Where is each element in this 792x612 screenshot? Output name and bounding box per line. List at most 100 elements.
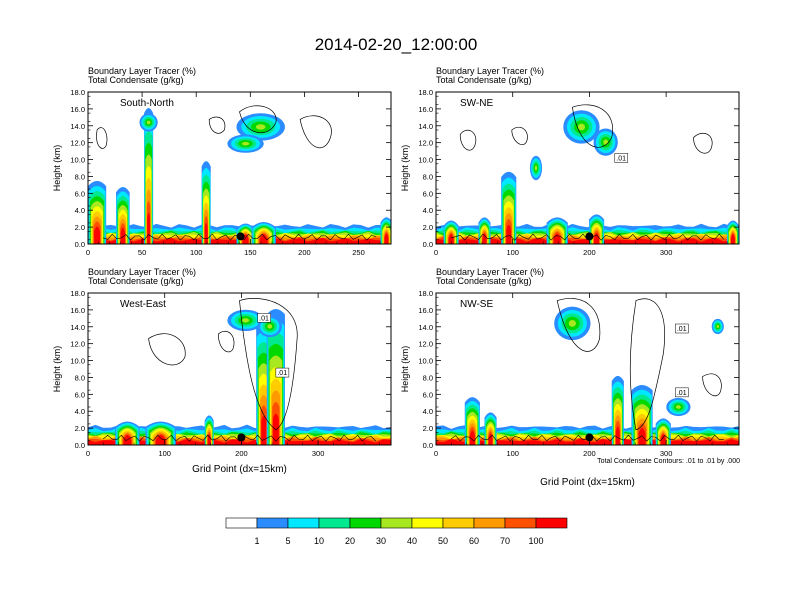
panel-subtitle-2: Total Condensate (g/kg) — [436, 276, 532, 286]
condensate-contour-3 — [572, 104, 614, 148]
y-tick-label: 10.0 — [418, 357, 433, 366]
colorbar-swatch-5 — [349, 517, 382, 529]
y-tick-label: 12.0 — [70, 340, 85, 349]
x-tick-label: 300 — [660, 248, 673, 257]
panel-subtitle-2: Total Condensate (g/kg) — [436, 75, 532, 85]
plot-frame — [435, 91, 740, 245]
y-tick-label: 4.0 — [75, 407, 85, 416]
y-tick-label: 18.0 — [70, 289, 85, 298]
colorbar-swatch-11 — [535, 517, 568, 529]
x-tick-label: 300 — [312, 449, 325, 458]
colorbar-swatch-7 — [411, 517, 444, 529]
location-marker — [237, 433, 246, 442]
panel-plot-area — [88, 293, 391, 445]
plot-frame — [87, 292, 392, 446]
contour-label-box — [675, 387, 689, 398]
y-tick-label: 8.0 — [75, 172, 85, 181]
colorbar-swatch-6 — [380, 517, 413, 529]
tracer-tower-3-level-10 — [147, 212, 151, 244]
x-axis-title: Grid Point (dx=15km) — [192, 464, 287, 475]
tracer-tower-6-level-10 — [730, 233, 735, 244]
y-tick-label: 4.0 — [423, 206, 433, 215]
colorbar-swatch-9 — [473, 517, 506, 529]
colorbar-label: 30 — [376, 536, 386, 546]
tracer-tower-4-level-10 — [638, 428, 646, 445]
y-tick-label: 16.0 — [70, 306, 85, 315]
colorbar-swatch-3 — [287, 517, 320, 529]
contour-label: .01 — [616, 155, 626, 162]
x-tick-label: 300 — [660, 449, 673, 458]
tracer-tower-1-level-10 — [94, 226, 101, 244]
y-tick-label: 2.0 — [423, 424, 433, 433]
y-tick-label: 6.0 — [75, 189, 85, 198]
y-tick-label: 8.0 — [423, 373, 433, 382]
y-tick-label: 14.0 — [70, 323, 85, 332]
tracer-cloud-2-level-5 — [267, 324, 273, 329]
y-tick-label: 10.0 — [70, 357, 85, 366]
contour-label: .01 — [677, 326, 687, 333]
colorbar-swatch-1 — [225, 517, 258, 529]
tracer-tower-5-level-10 — [660, 434, 666, 445]
y-tick-label: 12.0 — [70, 139, 85, 148]
condensate-contour-2 — [239, 298, 298, 431]
panel-plot-area — [88, 92, 391, 244]
contour-label: .01 — [259, 315, 269, 322]
y-tick-label: 0.0 — [75, 441, 85, 450]
y-tick-label: 0.0 — [423, 240, 433, 249]
x-tick-label: 0 — [86, 449, 90, 458]
tracer-cloud-1-level-5 — [568, 320, 576, 327]
tracer-tower-6-level-10 — [259, 234, 268, 244]
colorbar-label: 1 — [254, 536, 259, 546]
tracer-tower-2-level-10 — [120, 227, 126, 244]
y-tick-label: 6.0 — [423, 390, 433, 399]
x-tick-label: 0 — [434, 248, 438, 257]
y-tick-label: 18.0 — [418, 88, 433, 97]
y-tick-label: 14.0 — [418, 323, 433, 332]
condensate-contour-4 — [693, 132, 713, 154]
x-tick-label: 150 — [244, 248, 257, 257]
tracer-tower-2-level-10 — [488, 433, 493, 445]
tracer-tower-4-level-10 — [261, 415, 267, 445]
colorbar-swatch-2 — [256, 517, 289, 529]
x-tick-label: 0 — [434, 449, 438, 458]
panel-south-north: Boundary Layer Tracer (%)Total Condensat… — [52, 66, 392, 257]
y-tick-label: 4.0 — [75, 206, 85, 215]
y-tick-label: 18.0 — [418, 289, 433, 298]
y-tick-label: 14.0 — [418, 122, 433, 131]
y-tick-label: 4.0 — [423, 407, 433, 416]
contour-label-box — [675, 323, 689, 334]
tracer-tower-5-level-10 — [272, 413, 279, 445]
y-tick-label: 8.0 — [423, 172, 433, 181]
tracer-cloud-1-level-5 — [255, 124, 266, 130]
colorbar-swatch-10 — [504, 517, 537, 529]
panel-subtitle-1: Boundary Layer Tracer (%) — [88, 267, 196, 277]
colorbar-label: 40 — [407, 536, 417, 546]
colorbar-label: 60 — [469, 536, 479, 546]
tracer-tower-7-level-10 — [384, 233, 389, 244]
condensate-contour-surface — [102, 434, 377, 442]
figure-title: 2014-02-20_12:00:00 — [315, 35, 478, 54]
tracer-tower-1-level-10 — [469, 430, 475, 445]
x-tick-label: 100 — [506, 449, 519, 458]
condensate-contour-1 — [96, 127, 108, 149]
contour-note: Total Condensate Contours: .01 to .01 by… — [597, 458, 740, 465]
y-tick-label: 14.0 — [70, 122, 85, 131]
x-tick-label: 100 — [506, 248, 519, 257]
panel-west-east: Boundary Layer Tracer (%)Total Condensat… — [52, 267, 392, 475]
y-tick-label: 2.0 — [423, 223, 433, 232]
colorbar-label: 10 — [314, 536, 324, 546]
tracer-cloud-3-level-5 — [534, 165, 538, 171]
panel-subtitle-2: Total Condensate (g/kg) — [88, 276, 184, 286]
colorbar-label: 50 — [438, 536, 448, 546]
tracer-tower-3-level-10 — [615, 426, 620, 445]
y-tick-label: 10.0 — [418, 156, 433, 165]
condensate-contour-1 — [148, 333, 186, 366]
panel-label: SW-NE — [460, 98, 493, 109]
y-tick-label: 6.0 — [423, 189, 433, 198]
y-tick-label: 16.0 — [70, 105, 85, 114]
tracer-cloud-3-level-5 — [146, 120, 151, 125]
colorbar-label: 20 — [345, 536, 355, 546]
x-tick-label: 200 — [235, 449, 248, 458]
colorbar-label: 100 — [528, 536, 543, 546]
y-tick-label: 2.0 — [75, 424, 85, 433]
